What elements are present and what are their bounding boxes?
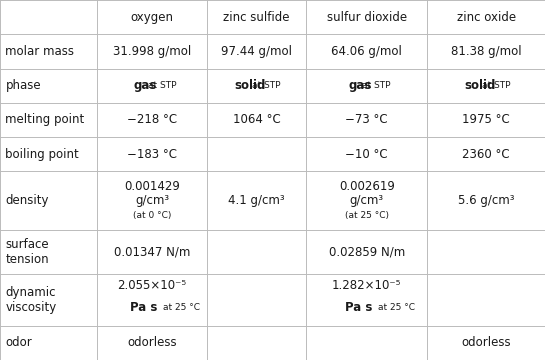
Text: Pa s: Pa s: [345, 301, 372, 314]
Text: solid: solid: [464, 79, 495, 92]
Text: 0.002619: 0.002619: [339, 180, 395, 193]
Text: 1064 °C: 1064 °C: [233, 113, 281, 126]
Text: Pa s: Pa s: [130, 301, 158, 314]
Text: 0.001429: 0.001429: [124, 180, 180, 193]
Text: 0.02859 N/m: 0.02859 N/m: [329, 246, 405, 259]
Text: (at 0 °C): (at 0 °C): [133, 211, 171, 220]
Text: phase: phase: [5, 79, 41, 92]
Text: 2360 °C: 2360 °C: [462, 148, 510, 161]
Text: 97.44 g/mol: 97.44 g/mol: [221, 45, 292, 58]
Text: 64.06 g/mol: 64.06 g/mol: [331, 45, 402, 58]
Text: melting point: melting point: [5, 113, 84, 126]
Text: 5.6 g/cm³: 5.6 g/cm³: [458, 194, 514, 207]
Text: odorless: odorless: [461, 336, 511, 349]
Text: g/cm³: g/cm³: [350, 194, 384, 207]
Text: −218 °C: −218 °C: [127, 113, 177, 126]
Text: 31.998 g/mol: 31.998 g/mol: [113, 45, 191, 58]
Text: odorless: odorless: [127, 336, 177, 349]
Text: 81.38 g/mol: 81.38 g/mol: [451, 45, 522, 58]
Text: −10 °C: −10 °C: [346, 148, 388, 161]
Text: at 25 °C: at 25 °C: [378, 303, 415, 312]
Text: density: density: [5, 194, 49, 207]
Text: 1975 °C: 1975 °C: [462, 113, 510, 126]
Text: g/cm³: g/cm³: [135, 194, 169, 207]
Text: at STP: at STP: [482, 81, 510, 90]
Text: at STP: at STP: [362, 81, 391, 90]
Text: (at 25 °C): (at 25 °C): [345, 211, 389, 220]
Text: zinc oxide: zinc oxide: [457, 11, 516, 24]
Text: gas: gas: [349, 79, 372, 92]
Text: molar mass: molar mass: [5, 45, 75, 58]
Text: at 25 °C: at 25 °C: [163, 303, 200, 312]
Text: 1.282×10⁻⁵: 1.282×10⁻⁵: [332, 279, 402, 292]
Text: sulfur dioxide: sulfur dioxide: [326, 11, 407, 24]
Text: at STP: at STP: [148, 81, 176, 90]
Text: 2.055×10⁻⁵: 2.055×10⁻⁵: [118, 279, 186, 292]
Text: −183 °C: −183 °C: [127, 148, 177, 161]
Text: 4.1 g/cm³: 4.1 g/cm³: [228, 194, 285, 207]
Text: at STP: at STP: [252, 81, 281, 90]
Text: odor: odor: [5, 336, 32, 349]
Text: −73 °C: −73 °C: [346, 113, 388, 126]
Text: boiling point: boiling point: [5, 148, 79, 161]
Text: solid: solid: [234, 79, 266, 92]
Text: zinc sulfide: zinc sulfide: [223, 11, 290, 24]
Text: 0.01347 N/m: 0.01347 N/m: [114, 246, 190, 259]
Text: oxygen: oxygen: [131, 11, 173, 24]
Text: dynamic
viscosity: dynamic viscosity: [5, 286, 57, 314]
Text: gas: gas: [134, 79, 157, 92]
Text: surface
tension: surface tension: [5, 238, 49, 266]
